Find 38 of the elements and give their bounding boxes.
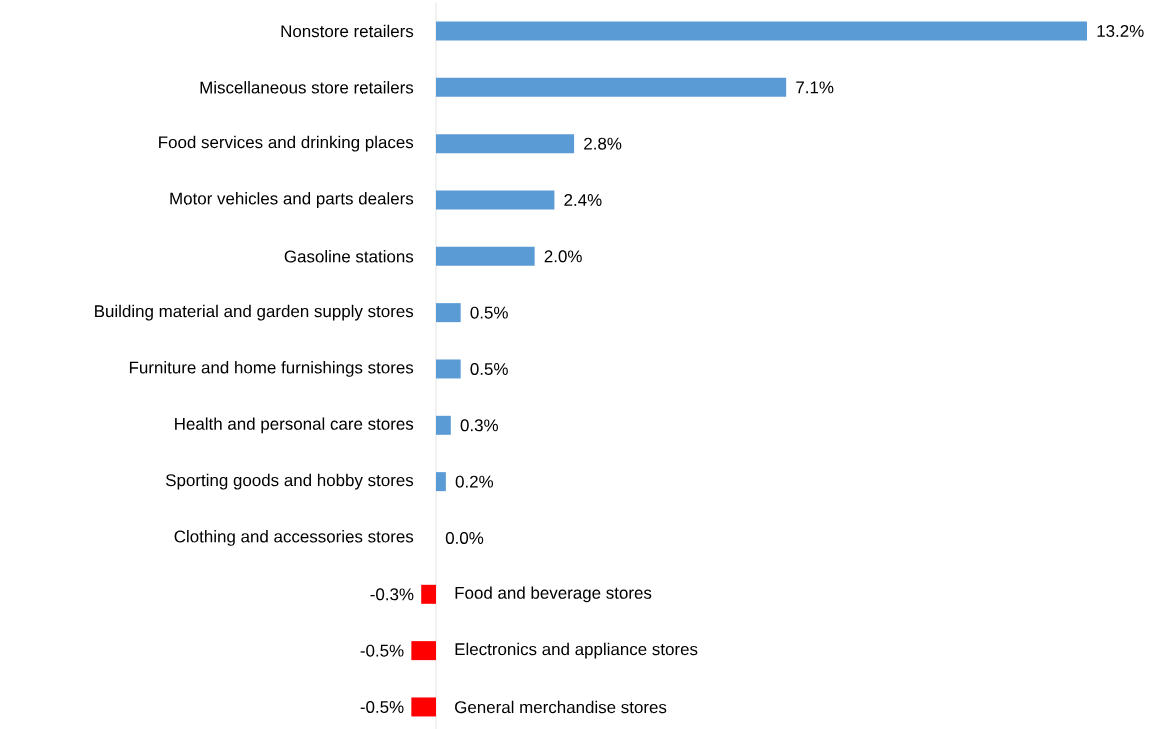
y-tick-label: Sporting goods and hobby stores xyxy=(165,473,414,490)
y-tick-label: Clothing and accessories stores xyxy=(174,530,414,546)
bar xyxy=(436,303,461,323)
data-label: 0.5% xyxy=(470,362,508,375)
data-label: -0.3% xyxy=(370,588,414,601)
bar xyxy=(436,190,555,210)
y-tick-label: Food services and drinking places xyxy=(159,135,414,152)
bar xyxy=(436,77,787,97)
y-tick-label: Electronics and appliance stores xyxy=(455,642,698,659)
bar xyxy=(436,246,535,266)
bar xyxy=(436,415,451,435)
y-tick-label: Miscellaneous store retailers xyxy=(200,81,414,94)
data-label: 0.0% xyxy=(445,531,484,544)
data-label: 0.2% xyxy=(455,475,494,488)
y-tick-label: Furniture and home furnishings stores xyxy=(129,361,414,377)
bar xyxy=(411,641,436,661)
bar xyxy=(436,472,446,492)
y-tick-label: Gasoline stations xyxy=(284,250,414,263)
bar xyxy=(436,359,461,379)
data-label: 2.0% xyxy=(544,250,582,263)
bar xyxy=(436,21,1088,41)
y-tick-label: General merchandise stores xyxy=(455,700,667,714)
bar xyxy=(411,697,436,717)
y-tick-label: Nonstore retailers xyxy=(281,24,414,38)
data-label: 0.3% xyxy=(460,419,498,432)
data-label: 0.5% xyxy=(470,306,508,319)
bar xyxy=(421,584,436,604)
data-label: -0.5% xyxy=(360,700,404,713)
y-tick-label: Health and personal care stores xyxy=(175,417,414,434)
data-label: 7.1% xyxy=(796,81,834,94)
y-tick-label: Food and beverage stores xyxy=(455,586,652,603)
data-label: 2.8% xyxy=(584,137,622,150)
data-label: 13.2% xyxy=(1097,24,1144,37)
y-tick-label: Building material and garden supply stores xyxy=(95,304,414,321)
data-label: -0.5% xyxy=(360,644,404,657)
data-label: 2.4% xyxy=(564,194,602,206)
y-tick-label: Motor vehicles and parts dealers xyxy=(170,192,414,208)
bar xyxy=(436,134,575,154)
